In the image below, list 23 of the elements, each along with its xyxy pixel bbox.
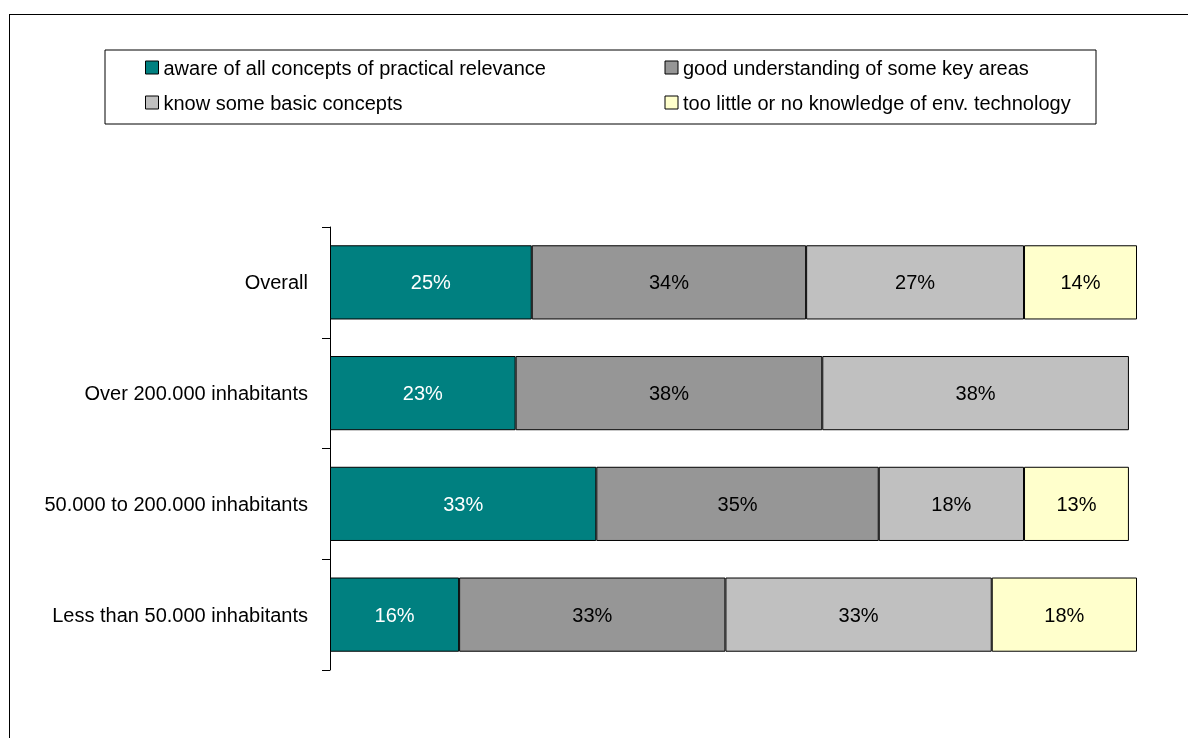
- legend-label: too little or no knowledge of env. technology: [683, 91, 1071, 114]
- y-tick-label: Overall: [244, 271, 308, 294]
- y-tick-label: Less than 50.000 inhabitants: [52, 603, 308, 626]
- data-label: 33%: [838, 603, 879, 626]
- data-label: 34%: [648, 271, 690, 294]
- data-label: 38%: [955, 382, 996, 405]
- y-tick-label: 50.000 to 200.000 inhabitants: [44, 492, 308, 515]
- legend-label: know some basic concepts: [163, 91, 403, 114]
- data-label: 16%: [374, 603, 415, 626]
- data-label: 18%: [1044, 603, 1085, 626]
- y-tick-label: Over 200.000 inhabitants: [84, 382, 308, 405]
- legend-label: aware of all concepts of practical relevance: [163, 56, 546, 79]
- legend-label: good understanding of some key areas: [683, 56, 1029, 79]
- data-label: 35%: [717, 492, 758, 515]
- data-label: 13%: [1056, 492, 1097, 515]
- data-label: 23%: [402, 382, 444, 405]
- data-label: 14%: [1060, 271, 1101, 294]
- data-label: 27%: [895, 271, 936, 294]
- data-label: 33%: [443, 492, 484, 515]
- data-label: 38%: [648, 382, 690, 405]
- data-label: 25%: [410, 271, 452, 294]
- data-label: 18%: [931, 492, 972, 515]
- data-label: 33%: [572, 603, 613, 626]
